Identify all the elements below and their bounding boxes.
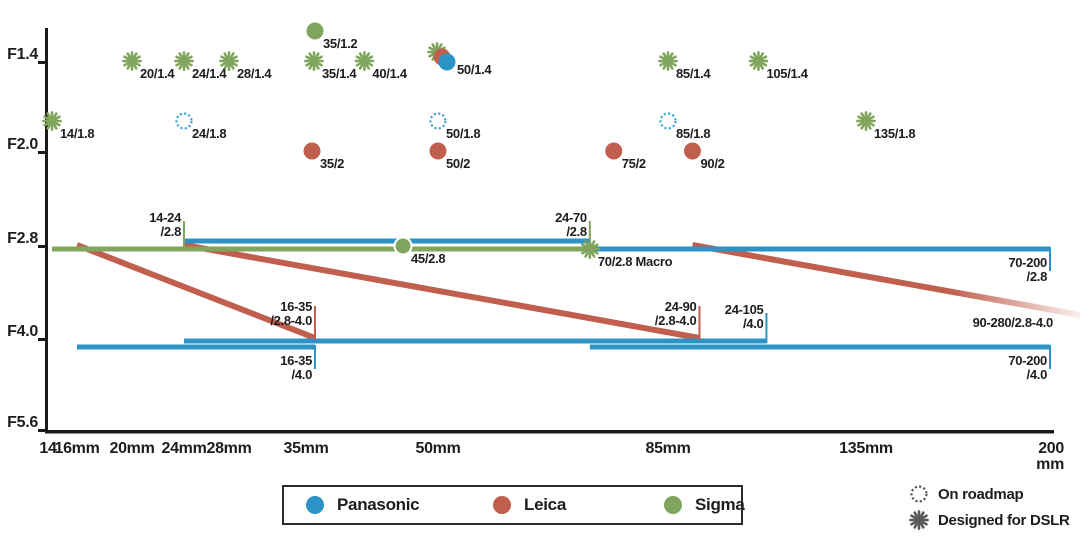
y-tick-label: F4.0 [7,323,38,340]
point-label: 14/1.8 [60,126,95,141]
y-tick [38,245,47,248]
marker-24-1.4 [174,51,194,71]
marker-45-2.8 [393,236,413,256]
legend-label-leica: Leica [524,495,566,514]
x-tick-label: 28mm [206,440,252,457]
y-tick [38,151,47,154]
zoom-line-leica-90-280 [691,242,1080,319]
marker-105-1.4 [748,51,769,71]
designed-for-dslr-icon [909,510,929,530]
point-label: 24/1.4 [192,66,227,81]
x-axis [45,430,1054,434]
sigma-swatch-icon [664,496,682,514]
marker-35-1.2 [306,22,324,40]
marker-35-1.4 [304,51,324,71]
marker-50-2 [429,142,447,160]
marker-20-1.4 [122,51,142,71]
marker-legend-roadmap: On roadmap [908,481,1070,507]
plot-canvas [38,22,1080,434]
x-tick-label: 16mm [54,440,100,457]
point-label: 75/2 [621,156,646,171]
y-tick-label: F5.6 [7,414,38,431]
y-tick-label: F2.0 [7,136,38,153]
on-roadmap-icon [910,485,928,503]
point-label: 35/2 [320,156,345,171]
point-label: 50/1.4 [457,62,492,77]
x-tick-label: 50mm [415,440,461,457]
zoom-line-leica-16-35 [75,242,317,341]
line-label-16-35: 16-35/4.0 [280,353,312,382]
line-label-70-200: 70-200/4.0 [1008,353,1047,382]
y-tick [38,338,47,341]
point-label: 135/1.8 [874,126,916,141]
line-label-70-200: 70-200/2.8 [1008,255,1047,284]
marker-legend-dslr: Designed for DSLR [908,507,1070,533]
point-label: 24/1.8 [192,126,227,141]
point-label: 50/1.8 [446,126,481,141]
point-label: 40/1.4 [372,66,407,81]
point-label: 45/2.8 [411,251,446,266]
x-tick-label: 20mm [109,440,155,457]
zoom-line-leica-24-90 [183,242,700,341]
legend-item-sigma: Sigma [664,487,745,523]
marker-90-2 [683,142,701,160]
marker-135-1.8 [856,111,876,131]
marker-28-1.4 [219,51,239,71]
panasonic-swatch-icon [306,496,324,514]
legend-item-panasonic: Panasonic [306,487,420,523]
point-label: 105/1.4 [766,66,808,81]
designed-for-dslr-label: Designed for DSLR [938,511,1070,529]
point-label: 90/2 [700,156,725,171]
line-label-16-35: 16-35/2.8-4.0 [270,299,312,328]
marker-14-1.8 [42,111,62,131]
marker-70-2.8-Macro [579,239,600,259]
point-label: 50/2 [446,156,471,171]
x-tick-label: 14 [39,440,57,457]
marker-85-1.4 [658,51,678,71]
legend-label-sigma: Sigma [695,495,745,514]
y-tick-label: F2.8 [7,230,38,247]
legend-item-leica: Leica [493,487,566,523]
marker-35-2 [303,142,321,160]
y-tick [38,61,47,64]
line-label-24-105: 24-105/4.0 [724,302,764,331]
line-label-90-28028-40: 90-280/2.8-4.0 [972,315,1054,330]
brand-legend: Panasonic Leica Sigma [282,485,745,525]
point-label: 85/1.4 [676,66,711,81]
x-tick-label: 85mm [645,440,691,457]
marker-legend: On roadmap Designed for DSLR [908,481,1070,533]
point-label: 28/1.4 [237,66,272,81]
point-label: 85/1.8 [676,126,711,141]
line-label-24-90: 24-90/2.8-4.0 [654,299,697,328]
x-tick-label: 35mm [283,440,329,457]
point-label: 35/1.4 [322,66,357,81]
point-label: 70/2.8 Macro [597,254,673,269]
x-tick-label: 135mm [839,440,893,457]
marker-85-1.8 [659,112,677,130]
line-label-24-70: 24-70/2.8 [555,210,587,239]
marker-50-1.8 [429,112,447,130]
marker-75-2 [605,142,623,160]
legend-label-panasonic: Panasonic [337,495,420,514]
leica-swatch-icon [493,496,511,514]
y-tick-label: F1.4 [7,46,38,63]
x-tick-label: 24mm [161,440,207,457]
y-tick [38,429,47,432]
y-axis [45,28,48,433]
point-label: 20/1.4 [140,66,175,81]
line-label-14-24: 14-24/2.8 [149,210,181,239]
on-roadmap-label: On roadmap [938,485,1024,503]
marker-24-1.8 [175,112,193,130]
marker-50-1.4 [427,42,456,71]
point-label: 35/1.2 [323,36,358,51]
marker-40-1.4 [354,51,375,71]
x-tick-label: 200 mm [1036,440,1064,473]
